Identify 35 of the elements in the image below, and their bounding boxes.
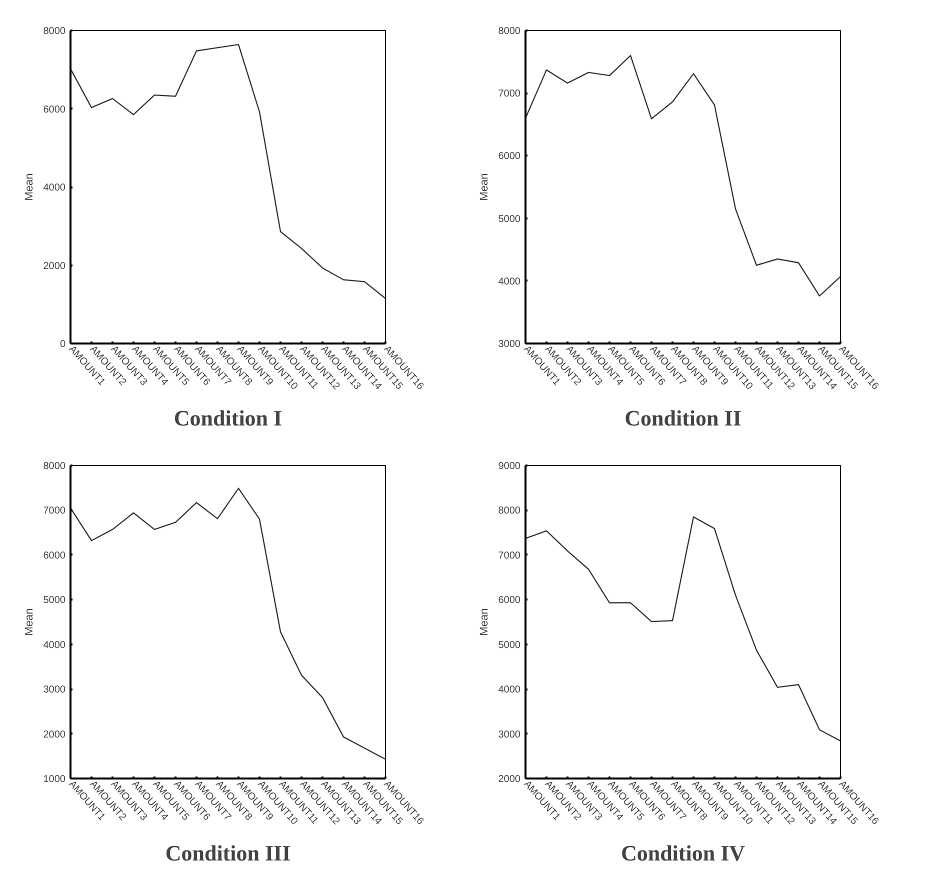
y-tick-label: 3000 — [498, 339, 521, 350]
y-tick-label: 4000 — [498, 276, 521, 288]
y-tick-label: 6000 — [43, 550, 66, 562]
y-tick-label: 7000 — [498, 88, 521, 100]
y-axis-title: Mean — [478, 173, 490, 201]
text: Condition IV — [620, 840, 746, 866]
y-tick-label: 4000 — [43, 182, 66, 194]
y-tick-label: 2000 — [498, 774, 521, 785]
y-tick-label: 6000 — [498, 595, 521, 606]
y-tick-label: 2000 — [43, 729, 66, 740]
text: Condition II — [624, 406, 742, 430]
y-tick-label: 2000 — [43, 260, 66, 272]
y-tick-label: 9000 — [498, 461, 521, 472]
y-tick-label: 1000 — [43, 774, 66, 785]
y-tick-label: 8000 — [498, 506, 521, 517]
y-tick-label: 4000 — [43, 640, 66, 651]
y-tick-label: 8000 — [43, 26, 66, 37]
y-tick-label: 3000 — [498, 729, 521, 740]
y-axis-title: Mean — [23, 173, 36, 201]
y-tick-label: 5000 — [498, 214, 521, 225]
text: Condition I — [174, 406, 282, 430]
y-tick-label: 6000 — [43, 104, 66, 116]
y-axis-title: Mean — [23, 608, 36, 636]
text: Condition III — [165, 840, 291, 866]
y-tick-label: 7000 — [498, 550, 521, 562]
y-tick-label: 5000 — [43, 595, 66, 606]
y-tick-label: 7000 — [43, 506, 66, 517]
y-axis-title: Mean — [478, 608, 490, 636]
y-tick-label: 5000 — [498, 640, 521, 651]
y-tick-label: 3000 — [43, 684, 66, 696]
y-tick-label: 6000 — [498, 151, 521, 162]
y-tick-label: 8000 — [498, 26, 521, 37]
y-tick-label: 8000 — [43, 461, 66, 472]
y-tick-label: 0 — [60, 339, 66, 350]
y-tick-label: 4000 — [498, 684, 521, 696]
